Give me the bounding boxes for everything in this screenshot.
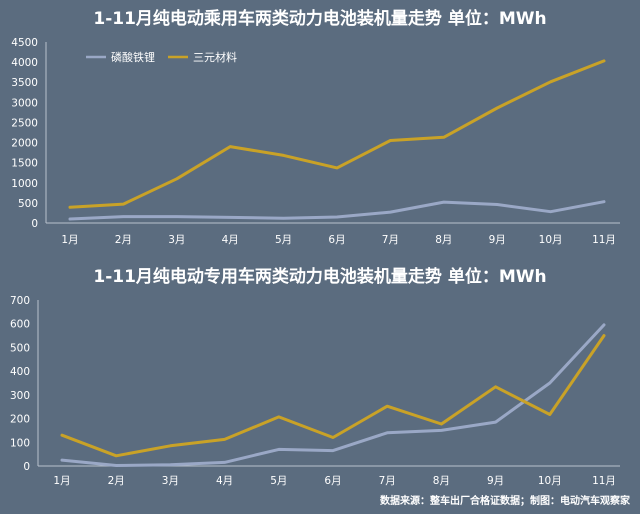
chart2-x-tick: 4月: [216, 475, 233, 487]
legend-label-ternary: 三元材料: [193, 50, 237, 64]
chart1-x-tick: 2月: [115, 234, 132, 246]
chart2-x-tick: 8月: [433, 475, 450, 487]
chart2-x-tick: 10月: [538, 475, 562, 487]
chart1-y-tick: 4500: [11, 37, 38, 49]
chart1-y-tick: 3000: [11, 97, 38, 109]
chart2-y-tick: 100: [10, 437, 30, 449]
chart1-x-tick: 5月: [275, 234, 292, 246]
chart1-x-tick: 9月: [489, 234, 506, 246]
chart1-x-tick: 10月: [539, 234, 563, 246]
chart1-x-tick: 1月: [61, 234, 78, 246]
chart1-y-tick: 1500: [11, 158, 38, 170]
chart1-x-tick: 7月: [382, 234, 399, 246]
chart2-y-tick: 700: [10, 295, 30, 307]
chart2-y-tick: 600: [10, 319, 30, 331]
chart2-plot: 0 100 200 300 400 500 600 700 1月 2月 3月 4月 5月 6月 7月 8月 9月…: [10, 295, 620, 487]
chart2-x-tick: 3月: [162, 475, 179, 487]
chart2-x-tick: 2月: [108, 475, 125, 487]
chart1-x-tick: 11月: [592, 234, 616, 246]
chart2-title: 1-11月纯电动专用车两类动力电池装机量走势 单位：MWh: [93, 266, 546, 287]
chart2-y-tick: 500: [10, 342, 30, 354]
chart1-x-tick: 3月: [168, 234, 185, 246]
chart2-x-tick: 1月: [53, 475, 70, 487]
chart1-y-tick: 2500: [11, 117, 38, 129]
chart2-series-ternary: [60, 334, 606, 458]
chart1-x-tick: 4月: [222, 234, 239, 246]
chart2-x-tick: 5月: [270, 475, 287, 487]
chart1-plot: 0 500 1000 1500 2000 2500 3000 3500 4000 4500 1月 2月…: [11, 37, 620, 246]
chart2-x-tick: 7月: [379, 475, 396, 487]
chart2-y-tick: 0: [23, 461, 30, 473]
chart1-series-ternary: [68, 59, 606, 209]
chart1-y-tick: 2000: [11, 138, 38, 150]
chart1-title: 1-11月纯电动乘用车两类动力电池装机量走势 单位：MWh: [93, 8, 546, 29]
legend-label-lfp: 磷酸铁锂: [111, 50, 155, 64]
chart1-x-tick: 6月: [328, 234, 345, 246]
source-note: 数据来源：整车出厂合格证数据；制图：电动汽车观察家: [380, 494, 631, 507]
chart2-y-tick: 400: [10, 366, 30, 378]
chart2-x-tick: 11月: [592, 475, 616, 487]
legend: 磷酸铁锂 三元材料: [86, 50, 237, 64]
chart1-series-lfp: [68, 200, 606, 221]
chart1-y-tick: 0: [31, 218, 38, 230]
chart1-y-tick: 3500: [11, 77, 38, 89]
chart1-y-tick: 4000: [11, 57, 38, 69]
chart2-y-tick: 200: [10, 414, 30, 426]
chart2-x-tick: 9月: [487, 475, 504, 487]
chart1-y-tick: 1000: [11, 178, 38, 190]
chart2-series-lfp: [60, 323, 606, 467]
chart1-y-tick: 500: [18, 198, 38, 210]
chart2-y-tick: 300: [10, 390, 30, 402]
chart2-x-tick: 6月: [324, 475, 341, 487]
chart1-x-tick: 8月: [435, 234, 452, 246]
